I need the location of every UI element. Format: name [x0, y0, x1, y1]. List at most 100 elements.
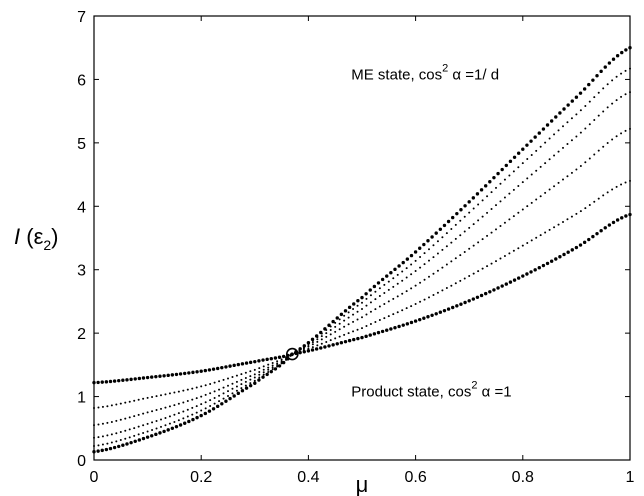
series-point — [117, 444, 121, 449]
series-point — [405, 307, 408, 310]
series-point — [209, 382, 212, 385]
series-point — [566, 143, 569, 146]
series-point — [269, 369, 273, 374]
series-point — [607, 223, 612, 227]
series-point — [240, 378, 243, 381]
series-point — [213, 402, 216, 405]
series-point — [508, 218, 511, 221]
series-point — [199, 413, 203, 418]
series-point — [504, 163, 509, 168]
series-point — [334, 325, 337, 328]
series-point — [479, 188, 484, 192]
series-point — [483, 291, 488, 296]
series-point — [124, 401, 127, 404]
series-point — [115, 403, 118, 406]
series-point — [137, 438, 142, 442]
series-point — [428, 296, 430, 299]
series-point — [173, 420, 176, 423]
series-point — [434, 312, 438, 316]
series-point — [459, 302, 463, 306]
series-point — [432, 294, 435, 297]
series-point — [392, 313, 395, 316]
series-point — [512, 155, 517, 159]
series-point — [106, 421, 109, 424]
series-point — [549, 259, 554, 263]
series-point — [316, 344, 319, 347]
series-point — [496, 286, 500, 290]
series-point — [553, 226, 556, 229]
series-point — [423, 298, 426, 301]
series-point — [441, 236, 444, 239]
series-point — [374, 298, 377, 301]
series-point — [104, 380, 109, 384]
series-point — [166, 428, 170, 432]
series-point — [240, 373, 243, 376]
series-point — [508, 159, 513, 164]
series-point — [182, 401, 185, 404]
series-point — [125, 442, 129, 446]
series-point — [240, 387, 243, 390]
series-point — [624, 93, 627, 96]
series-point — [369, 294, 372, 297]
series-point — [253, 359, 257, 364]
series-point — [526, 205, 529, 208]
series-point — [603, 226, 607, 230]
series-point — [258, 373, 261, 376]
series-point — [203, 368, 208, 373]
series-point — [423, 252, 426, 255]
series-point — [211, 367, 216, 371]
series-point — [526, 177, 529, 180]
series-point — [96, 380, 100, 385]
series-point — [446, 219, 451, 224]
series-point — [486, 265, 489, 268]
series-point — [582, 87, 587, 91]
series-point — [468, 275, 471, 278]
series-point — [450, 284, 453, 287]
series-point — [222, 392, 225, 395]
series-point — [249, 382, 252, 385]
series-point — [339, 341, 344, 345]
series-point — [374, 320, 377, 323]
series-3 — [93, 91, 631, 439]
series-point — [232, 363, 236, 368]
series-point — [369, 310, 372, 313]
series-point — [133, 439, 137, 444]
series-point — [459, 219, 462, 222]
series-point — [327, 323, 331, 327]
series-point — [186, 415, 189, 418]
series-point — [200, 395, 203, 398]
series-point — [338, 328, 341, 331]
series-point — [207, 368, 212, 372]
series-point — [495, 186, 497, 189]
series-point — [195, 415, 199, 420]
series-point — [414, 302, 417, 305]
series-point — [106, 434, 109, 437]
series-point — [450, 228, 453, 231]
series-point — [104, 447, 109, 452]
series-point — [253, 376, 256, 379]
series-point — [253, 381, 257, 385]
series-point — [486, 195, 489, 198]
series-point — [335, 342, 339, 346]
series-point — [115, 432, 118, 435]
series-point — [521, 208, 524, 211]
series-point — [101, 422, 104, 425]
series-point — [389, 327, 393, 331]
series-point — [177, 402, 180, 405]
series-point — [281, 354, 286, 359]
series-point — [454, 223, 457, 226]
series-point — [213, 390, 216, 393]
series-point — [401, 260, 405, 265]
series-point — [481, 238, 484, 241]
series-point — [436, 291, 439, 294]
series-point — [364, 334, 368, 339]
series-point — [110, 433, 113, 436]
series-point — [566, 250, 570, 254]
series-point — [597, 91, 600, 94]
series-point — [261, 375, 265, 379]
series-point — [376, 330, 381, 335]
series-point — [200, 385, 203, 388]
x-tick-label: 0.4 — [297, 469, 319, 486]
series-point — [611, 138, 614, 141]
series-point — [150, 434, 154, 438]
